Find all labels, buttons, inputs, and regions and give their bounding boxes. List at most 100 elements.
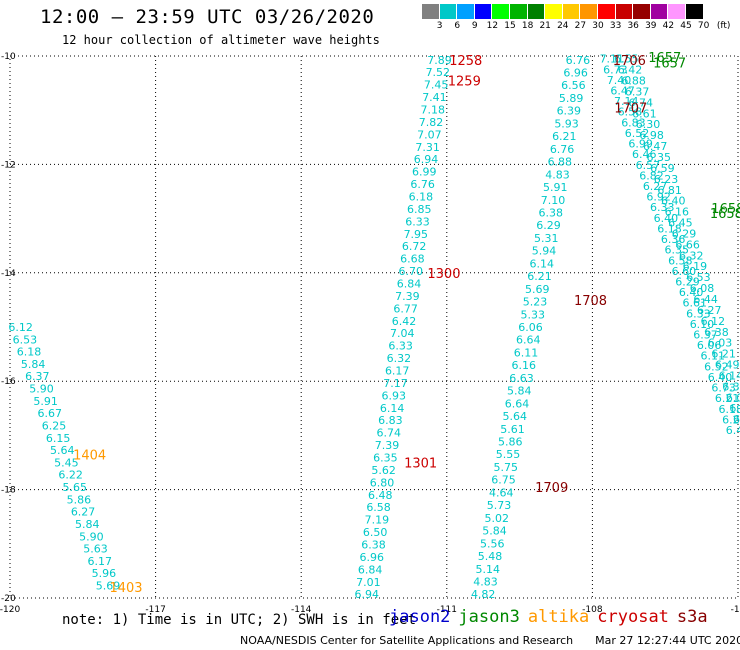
wave-height-value: 6.15 [46,432,71,445]
pass-time-label: 1707 [614,101,647,116]
wave-height-value: 6.84 [358,563,383,576]
pass-time-label: 1709 [535,481,568,496]
wave-height-value: 6.42 [392,315,417,328]
wave-height-value: 5.65 [63,481,88,494]
wave-height-value: 4.64 [489,486,514,499]
colorbar-swatches [422,4,704,19]
wave-height-value: 6.16 [512,359,537,372]
colorbar-swatch [650,4,669,19]
wave-height-value: 5.84 [482,525,507,538]
y-tick-label: -14 [1,269,16,279]
colorbar-swatch [474,4,493,19]
wave-height-value: 6.45 [668,217,693,230]
wave-height-value: 6.47 [643,140,668,153]
wave-height-value: 6.66 [675,238,700,251]
wave-height-value: 6.52 [625,127,650,140]
wave-height-value: 5.61 [500,423,525,436]
wave-height-value: 6.22 [58,469,83,482]
wave-height-value: 6.35 [647,151,672,164]
x-tick-label: -117 [145,605,165,615]
wave-height-value: 6.83 [621,116,646,129]
wave-height-value: 6.56 [561,79,586,92]
wave-height-value: 6.49 [715,359,740,372]
wave-height-value: 6.47 [610,85,635,98]
wave-height-value: 6.76 [566,54,591,67]
wave-height-value: 4.83 [473,575,498,588]
wave-height-value: 5.64 [502,410,527,423]
wave-height-value: 6.98 [639,129,664,142]
wave-height-value: 6.36 [661,233,686,246]
wave-height-value: 5.31 [534,232,559,245]
colorbar-tick-label: 24 [557,21,569,31]
pass-time-label: 1658 [711,202,740,217]
wave-height-value: 5.55 [496,448,521,461]
wave-height-value: 6.21 [711,348,736,361]
wave-height-value: 6.94 [414,153,439,166]
wave-height-value: 7.45 [424,79,449,92]
wave-height-value: 6.27 [697,304,722,317]
y-tick-label: -18 [1,486,16,496]
wave-height-value: 6.29 [672,227,697,240]
wave-height-value: 6.50 [363,526,388,539]
wave-height-value: 6.73 [711,382,736,395]
wave-height-value: 6.73 [603,63,628,76]
y-tick-label: -20 [1,594,16,604]
colorbar-tick-label: 42 [662,21,675,31]
wave-height-value: 6.23 [654,173,679,186]
wave-height-value: 6.32 [679,249,704,262]
wave-height-value: 6.94 [354,588,379,601]
wave-height-value: 7.17 [383,377,408,390]
wave-height-value: 6.40 [708,371,733,384]
colorbar-swatch [615,4,634,19]
wave-height-value: 5.69 [525,283,550,296]
wave-height-value: 5.75 [493,461,518,474]
wave-height-value: 6.93 [382,389,407,402]
wave-height-value: 6.74 [376,427,401,440]
wave-height-value: 5.63 [83,543,108,556]
wave-height-value: 6.83 [378,414,403,427]
wave-height-value: 6.14 [380,402,405,415]
wave-height-value: 7.19 [365,514,390,527]
colorbar-tick-label: 30 [592,21,604,31]
wave-height-value: 6.44 [693,293,718,306]
wave-height-value: 6.40 [726,424,740,437]
wave-height-value: 6.33 [405,215,430,228]
wave-height-value: 6.24 [729,402,740,415]
wave-height-value: 6.06 [518,321,543,334]
pass-time-label: 1658 [710,207,740,222]
wave-height-value: 6.92 [646,191,671,204]
wave-height-value: 6.58 [668,254,693,267]
wave-height-value: 6.37 [693,329,718,342]
wave-height-value: 5.48 [478,550,503,563]
x-tick-label: -120 [0,605,20,615]
wave-height-value: 4.82 [471,588,496,601]
wave-height-value: 6.30 [636,118,661,131]
wave-height-value: 6.64 [505,397,530,410]
x-tick-label: -108 [582,605,603,615]
time-unit-note: note: 1) Time is in UTC; 2) SWH is in fe… [62,612,417,628]
colorbar-tick-label: 39 [645,21,657,31]
colorbar-swatch [668,4,686,19]
wave-height-value: 6.76 [550,143,575,156]
footer-credit: NOAA/NESDIS Center for Satellite Applica… [240,634,740,647]
y-tick-label: -16 [1,377,16,387]
y-tick-label: -12 [1,160,16,170]
legend-entry-cryosat: cryosat [597,607,669,627]
wave-height-value: 6.33 [388,340,413,353]
colorbar-tick-label: 27 [574,21,587,31]
wave-height-value: 6.42 [618,64,643,77]
wave-height-value: 7.11 [600,53,625,66]
pass-time-label: 1258 [449,54,482,69]
pass-time-label: 1301 [404,457,437,472]
wave-height-value: 6.36 [722,380,740,393]
wave-height-value: 6.11 [701,350,726,363]
wave-height-value: 7.39 [375,439,400,452]
pass-time-label: 1403 [109,581,142,596]
wave-height-value: 5.96 [92,567,117,580]
wave-height-value: 6.25 [42,419,67,432]
wave-height-value: 6.18 [409,191,434,204]
wave-height-value: 6.11 [514,346,539,359]
colorbar-tick-label: 70 [697,21,710,31]
wave-height-value: 6.40 [654,212,679,225]
wave-height-value: 6.68 [400,253,425,266]
